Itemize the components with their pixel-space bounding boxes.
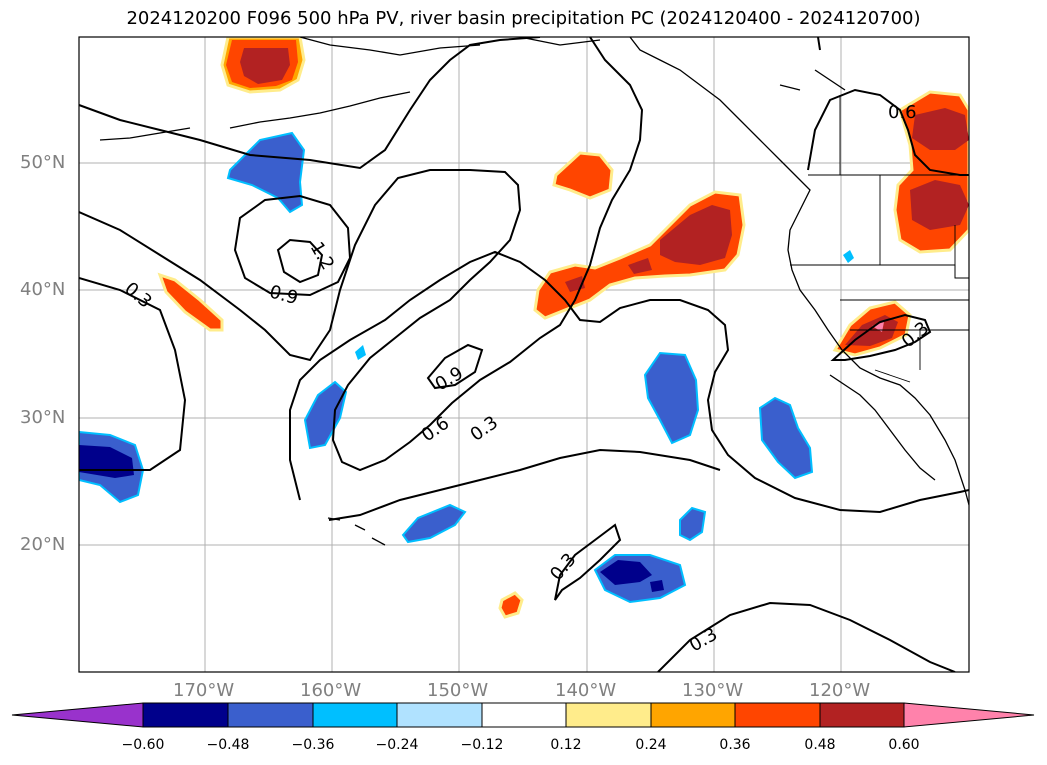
- contour-0-3-california: [830, 313, 932, 361]
- contour-0-6-main: [79, 37, 644, 472]
- colorbar-segment: [565, 702, 652, 728]
- anomaly-blob-bering: [226, 131, 306, 214]
- colorbar-tick: 0.60: [888, 737, 920, 753]
- negative-anomaly-fields: [79, 131, 854, 604]
- colorbar-segment: [312, 702, 398, 728]
- colorbar-tick: 0.12: [550, 737, 582, 753]
- colorbar-segment: [650, 702, 736, 728]
- anomaly-blob-tropical-east: [679, 506, 707, 542]
- colorbar-segment: [734, 702, 821, 728]
- map-background: [79, 37, 969, 672]
- colorbar-tick: 0.48: [804, 737, 836, 753]
- map-frame: [78, 36, 970, 673]
- anomaly-blob-hawaii: [401, 503, 467, 544]
- contour-0-3-main: [79, 277, 187, 471]
- colorbar-tick: 0.24: [635, 737, 667, 753]
- gridlines: [79, 37, 969, 672]
- lon-label: 170°W: [173, 680, 235, 701]
- colorbar: [11, 702, 1035, 728]
- colorbar-tick: −0.12: [460, 737, 504, 753]
- colorbar-segment: [481, 702, 567, 728]
- colorbar-segment: [396, 702, 483, 728]
- contour-0-3-center: [79, 37, 541, 170]
- lon-label: 130°W: [682, 680, 744, 701]
- anomaly-blob-baja-offshore: [758, 396, 814, 480]
- contour-1-2: [276, 238, 324, 284]
- lat-label: 50°N: [20, 152, 66, 173]
- contour-0-9-east: [426, 343, 484, 390]
- colorbar-tick: −0.48: [206, 737, 250, 753]
- positive-anomaly-fields: [157, 37, 969, 619]
- lat-label: 30°N: [20, 407, 66, 428]
- coastlines: [99, 37, 969, 546]
- contour-0-3-southeast: [657, 601, 956, 672]
- anomaly-blob-subtropical: [498, 591, 524, 619]
- colorbar-extend-low: [11, 702, 144, 728]
- lat-label: 40°N: [20, 279, 66, 300]
- colorbar-segment: [819, 702, 905, 728]
- pv-contours: [79, 37, 969, 672]
- anomaly-blob-central-pacific: [303, 380, 348, 450]
- anomaly-blob-northeast-pacific: [643, 351, 700, 445]
- lon-label: 160°W: [300, 680, 362, 701]
- anomaly-blob-gulf-alaska: [552, 151, 614, 200]
- colorbar-extend-high: [903, 702, 1035, 728]
- contour-0-9-west: [233, 194, 352, 297]
- colorbar-tick: −0.36: [291, 737, 335, 753]
- map-title: 2024120200 F096 500 hPa PV, river basin …: [126, 8, 921, 29]
- colorbar-tick: −0.24: [375, 737, 419, 753]
- lon-label: 150°W: [427, 680, 489, 701]
- lat-label: 20°N: [20, 534, 66, 555]
- contour-label: 0.6: [888, 102, 917, 123]
- colorbar-segment: [227, 702, 314, 728]
- colorbar-segment: [142, 702, 229, 728]
- lon-label: 120°W: [809, 680, 871, 701]
- contour-0-6-northeast: [807, 88, 969, 176]
- lon-label: 140°W: [555, 680, 617, 701]
- contour-0-3-south: [554, 523, 622, 601]
- anomaly-blob-aleutian: [157, 272, 224, 332]
- colorbar-tick: −0.60: [121, 737, 165, 753]
- colorbar-tick: 0.36: [719, 737, 751, 753]
